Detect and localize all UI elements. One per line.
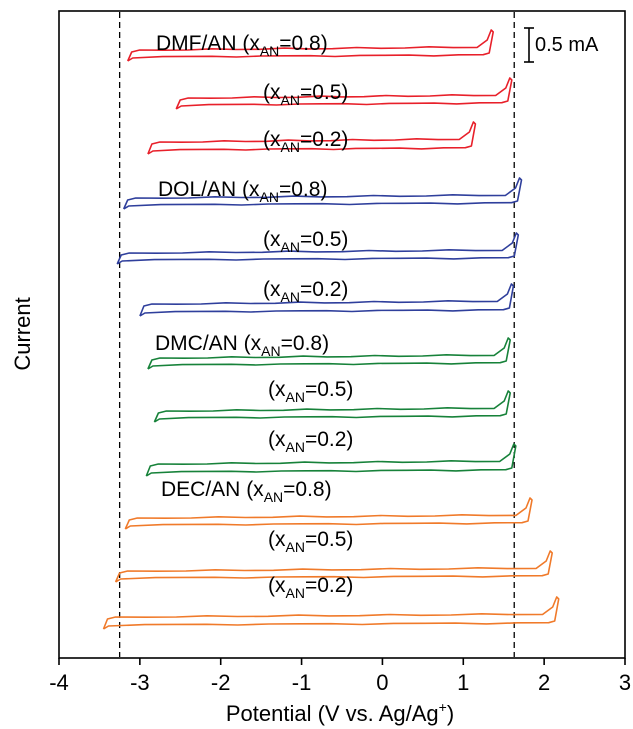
curve-label-value: =0.8) [283,478,331,501]
x-tick-label: -3 [130,670,150,695]
curve-label: DMC/AN (xAN=0.8) [155,332,329,359]
x-tick-label: 1 [457,670,469,695]
curve-label-x: (x [242,178,260,201]
curve-label-x: (x [246,478,264,501]
curve-label-x: (x [263,128,281,151]
curve-label-x: (x [263,228,281,251]
curve-label-sub: AN [261,343,280,359]
cv-curve [145,443,517,477]
curve-label-value: =0.8) [281,332,329,355]
curve-label: (xAN=0.5) [263,81,348,108]
curve-label-sub: AN [281,289,300,305]
cv-curve [114,550,553,583]
curve-label-group: DOL/AN [158,178,242,201]
curve-label-x: (x [268,428,286,451]
curve-label-sub: AN [286,539,305,555]
x-tick-label: -4 [49,670,69,695]
curve-label: (xAN=0.2) [268,574,353,601]
curve-label-value: =0.2) [300,128,348,151]
cv-curve [139,283,515,317]
curve-label-sub: AN [286,389,305,405]
curve-label-value: =0.2) [305,428,353,451]
curve-label-x: (x [268,574,286,597]
cv-curve [147,337,511,370]
curve-label-value: =0.8) [279,32,327,55]
curve-label-sub: AN [260,189,279,205]
curve-label-x: (x [263,278,281,301]
x-ticks: -4 -3 -2 -1 0 1 2 3 [49,658,631,695]
curve-label-x: (x [268,528,286,551]
curve-label: (xAN=0.2) [268,428,353,455]
x-axis-label-main: Potential (V vs. Ag/Ag [226,701,439,726]
curve-label: (xAN=0.5) [268,378,353,405]
cv-curve [175,77,513,110]
x-axis-label-end: ) [447,701,454,726]
curve-label: (xAN=0.2) [263,128,348,155]
curve-label-value: =0.5) [305,378,353,401]
cv-curve [124,497,533,530]
cv-curve [102,596,560,630]
scale-bar: 0.5 mA [524,27,599,63]
curves [102,29,560,630]
x-axis-label: Potential (V vs. Ag/Ag+) [226,699,454,726]
curve-label: (xAN=0.2) [263,278,348,305]
x-tick-label: 0 [376,670,388,695]
scale-bar-label: 0.5 mA [535,34,599,56]
curve-label: (xAN=0.5) [268,528,353,555]
x-tick-label: -1 [292,670,312,695]
reference-lines [118,12,515,657]
curve-label-x: (x [268,378,286,401]
curve-label-group: DMF/AN [156,32,242,55]
curve-label-value: =0.2) [305,574,353,597]
curve-label-group: DEC/AN [161,478,246,501]
curve-label-sub: AN [281,139,300,155]
plot-frame [58,10,626,659]
cv-curve [153,390,511,423]
curve-label-x: (x [242,32,260,55]
curve-label-sub: AN [286,585,305,601]
curve-label: (xAN=0.5) [263,228,348,255]
curve-label-value: =0.5) [300,81,348,104]
curve-label-sub: AN [286,439,305,455]
curve-label-value: =0.5) [305,528,353,551]
x-tick-label: -2 [211,670,231,695]
cv-curve [147,121,477,155]
cv-curve [122,177,523,210]
curve-label-sub: AN [260,43,279,59]
curve-label-sub: AN [264,489,283,505]
curve-label: DOL/AN (xAN=0.8) [158,178,327,205]
curve-label-x: (x [244,332,262,355]
x-tick-label: 3 [619,670,631,695]
curve-label: DMF/AN (xAN=0.8) [156,32,328,59]
cv-curve [116,232,520,265]
curve-label-value: =0.2) [300,278,348,301]
curve-label: DEC/AN (xAN=0.8) [161,478,332,505]
curve-label-group: DMC/AN [155,332,244,355]
curve-label-value: =0.5) [300,228,348,251]
x-axis-label-sup: + [439,699,447,715]
curve-label-value: =0.8) [279,178,327,201]
cv-curve [126,29,494,62]
curve-labels: DMF/AN (xAN=0.8)(xAN=0.5)(xAN=0.2)DOL/AN… [155,32,353,601]
curve-label-sub: AN [281,239,300,255]
curve-label-x: (x [263,81,281,104]
x-tick-label: 2 [538,670,550,695]
y-axis-label: Current [10,297,35,370]
curve-label-sub: AN [281,92,300,108]
